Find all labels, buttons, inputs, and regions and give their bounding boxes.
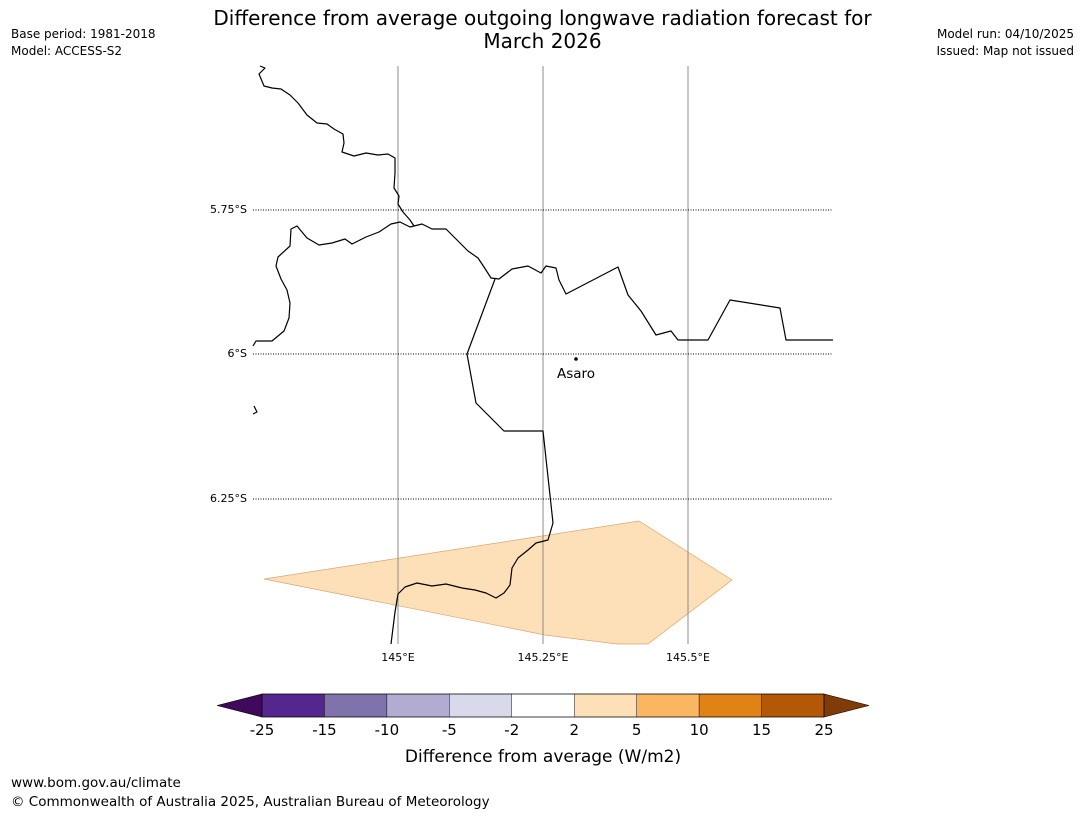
boundary-stub-west (252, 405, 258, 415)
colorbar-segment (261, 693, 325, 718)
lon-label-145-5: 145.5°E (666, 651, 710, 664)
footer: www.bom.gov.au/climate © Commonwealth of… (11, 774, 490, 812)
map-title: Difference from average outgoing longwav… (0, 7, 1085, 53)
colorbar: -25 -15 -10 -5 -2 2 5 10 15 25 Difference from av… (216, 693, 870, 767)
colorbar-segment (574, 693, 637, 718)
title-line-2: March 2026 (483, 29, 602, 53)
colorbar-tick-label: -25 (250, 721, 275, 739)
meta-left: Base period: 1981-2018 Model: ACCESS-S2 (11, 26, 156, 60)
colorbar-frame (261, 693, 825, 718)
boundary-line-central (252, 221, 833, 347)
issued-text: Issued: Map not issued (936, 44, 1074, 58)
colorbar-label: Difference from average (W/m2) (405, 747, 681, 767)
base-period-text: Base period: 1981-2018 (11, 27, 156, 41)
footer-url[interactable]: www.bom.gov.au/climate (11, 775, 181, 791)
colorbar-tick-label: -10 (375, 721, 400, 739)
colorbar-segment (449, 693, 512, 718)
model-text: Model: ACCESS-S2 (11, 44, 123, 58)
colorbar-tick-label: 5 (632, 721, 642, 739)
colorbar-tick-label: -5 (442, 721, 457, 739)
boundary-line-south (390, 278, 554, 645)
colorbar-tick-label: 25 (814, 721, 833, 739)
colorbar-segment (511, 693, 575, 718)
colorbar-segment (636, 693, 700, 718)
model-run-text: Model run: 04/10/2025 (936, 27, 1074, 41)
lat-label-5-75: 5.75°S (210, 203, 247, 216)
colorbar-tick-label: 15 (752, 721, 771, 739)
lat-label-6: 6°S (228, 347, 247, 360)
colorbar-tick-label: -15 (312, 721, 337, 739)
boundary-line-north (258, 65, 415, 227)
colorbar-extend-high (823, 693, 870, 718)
colorbar-segment (324, 693, 388, 718)
colorbar-tick-label: 10 (690, 721, 709, 739)
lat-label-6-25: 6.25°S (210, 492, 247, 505)
colorbar-tick-label: -2 (504, 721, 519, 739)
meta-right: Model run: 04/10/2025 Issued: Map not is… (936, 26, 1074, 60)
colorbar-segment (698, 693, 762, 718)
asaro-marker (574, 357, 578, 361)
title-line-1: Difference from average outgoing longwav… (213, 6, 872, 30)
asaro-label: Asaro (557, 366, 595, 382)
lon-label-145: 145°E (381, 651, 414, 664)
colorbar-extend-low (216, 693, 263, 718)
anomaly-region (263, 520, 733, 645)
colorbar-segment (761, 693, 825, 718)
colorbar-tick-label: 2 (569, 721, 579, 739)
footer-copyright: © Commonwealth of Australia 2025, Austra… (11, 794, 490, 810)
lon-label-145-25: 145.25°E (518, 651, 569, 664)
colorbar-segment (386, 693, 450, 718)
